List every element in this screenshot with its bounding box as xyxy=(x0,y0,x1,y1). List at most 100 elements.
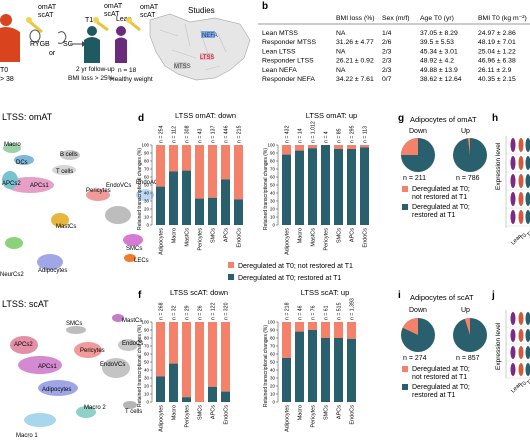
umap-e-label-adipocytes: Adipocytes xyxy=(42,387,71,393)
y-tick-label: 60 xyxy=(144,175,150,180)
legend-swatch-not-restored xyxy=(228,262,234,268)
bar-not-restored xyxy=(334,322,343,338)
panel-a: T0 > 38 omAT scAT RYGB or SG T1 omAT scA… xyxy=(0,3,251,83)
bar-restored xyxy=(360,147,369,225)
bar-n-label: n = 29 xyxy=(185,305,191,320)
y-tick-label: 20 xyxy=(144,207,150,212)
table-header-2: Sex (m/f) xyxy=(382,15,410,22)
bar-restored xyxy=(195,198,204,225)
violin-shape xyxy=(510,210,516,224)
bar-not-restored xyxy=(169,322,178,364)
bar-not-restored xyxy=(334,145,343,149)
y-tick-label: 70 xyxy=(144,167,150,172)
x-tick-label: Macro xyxy=(172,405,178,420)
panel-h-letter: h xyxy=(492,113,498,124)
bar-chart-3: LTSS scAT: up 0 10 20 30 40 50 60 70 80 90 100Retai… xyxy=(263,288,356,432)
umap-e-label-smcs: SMCs xyxy=(66,321,82,327)
bar-n-label: n = 515 xyxy=(337,302,343,320)
bar-not-restored xyxy=(295,322,304,332)
umap-cluster-bcells-icon xyxy=(60,150,80,160)
y-tick-label: 0 xyxy=(272,223,275,228)
table-cell: 26.11 ± 2.9 xyxy=(478,67,512,74)
table-cell: Lean NEFA xyxy=(262,67,297,74)
y-tick-label: 40 xyxy=(270,191,276,196)
umap-label-dcs: DCs xyxy=(16,160,28,166)
bar-n-label: n = 295 xyxy=(350,125,356,143)
panel-i-letter: i xyxy=(398,290,401,301)
bar-restored xyxy=(321,145,330,225)
g-legend-1b: not restored at T1 xyxy=(412,194,467,201)
violin-shape xyxy=(510,329,516,342)
nefa-region-icon xyxy=(201,31,215,38)
panel-j-letter: j xyxy=(491,290,495,301)
umap-cluster-macro-icon xyxy=(3,143,21,153)
violin-shape xyxy=(518,329,524,342)
bar-restored xyxy=(156,186,165,225)
violin-shape xyxy=(525,138,530,152)
x-tick-label: Adipocytes xyxy=(159,405,165,432)
y-tick-label: 100 xyxy=(141,143,149,148)
surgery-or: or xyxy=(49,50,56,57)
study-nefa: NEFA xyxy=(202,33,218,39)
panel-g-n-up: n = 786 xyxy=(456,175,480,182)
ltss-region-icon xyxy=(200,53,213,60)
violin-shape xyxy=(510,192,516,206)
y-tick-label: 0 xyxy=(146,223,149,228)
x-tick-label: Adipocytes xyxy=(285,405,291,432)
x-tick-label: SMCs xyxy=(337,228,343,243)
legend-swatch-restored xyxy=(228,274,234,280)
bar-n-label: n = 113 xyxy=(363,126,369,143)
bar-not-restored xyxy=(234,145,243,200)
bar-not-restored xyxy=(182,145,191,171)
umap-cluster-apcs1-icon xyxy=(6,177,54,193)
g-legend-swatch-not-restored xyxy=(402,186,408,192)
bar-chart-title: LTSS scAT: down xyxy=(170,288,228,297)
bar-n-label: n = 268 xyxy=(159,302,165,320)
umap-e-label-apcs2: APCs2 xyxy=(14,342,33,348)
violin-shape xyxy=(518,363,524,376)
bar-n-label: n = 320 xyxy=(224,302,230,320)
violin-shape xyxy=(525,329,530,342)
person-t1-body-icon xyxy=(84,37,100,63)
table-cell: 2/3 xyxy=(382,48,392,55)
table-cell: 49.88 ± 13.9 xyxy=(420,67,458,74)
umap-e-smcs-icon xyxy=(66,326,86,334)
umap-e-apcs2-icon xyxy=(10,336,38,354)
y-tick-label: 30 xyxy=(270,199,276,204)
y-axis-label: Retained transcriptional changes (%) xyxy=(137,325,143,407)
pie-slice-not-restored xyxy=(464,318,470,335)
umap-cluster-tcells-icon xyxy=(52,165,76,175)
panel-d-letter: d xyxy=(138,113,144,124)
umap-label-apcs2: APCs2 xyxy=(2,181,21,187)
y-tick-label: 70 xyxy=(144,344,150,349)
panel-h-tick-t0: T0 xyxy=(519,233,528,242)
bar-n-label: n = 1,393 xyxy=(350,298,356,320)
study-mtss: MTSS xyxy=(174,64,191,70)
table-cell: NA xyxy=(336,30,346,37)
bar-n-label: n = 85 xyxy=(337,128,343,143)
table-cell: 2/6 xyxy=(382,39,392,46)
bar-n-label: n = 432 xyxy=(285,125,291,143)
umap-e-label-macro2: Macro 2 xyxy=(84,405,106,411)
panel-i-down: Down xyxy=(409,307,427,314)
y-tick-label: 20 xyxy=(270,207,276,212)
panel-j-tick-t1: T1 xyxy=(526,378,530,387)
x-tick-label: EndoCs xyxy=(237,228,243,248)
table-cell: 34.22 ± 7.61 xyxy=(336,76,374,83)
umap-cluster-pericytes-icon xyxy=(86,189,110,201)
tissue-scat: scAT xyxy=(38,12,54,19)
x-tick-label: SMCs xyxy=(324,405,330,420)
violin-shape xyxy=(518,138,524,152)
bar-n-label: n = 215 xyxy=(237,125,243,143)
i-legend-swatch-not-restored xyxy=(402,366,408,372)
x-tick-label: MastCs xyxy=(311,228,317,247)
followup-text: 2 yr follow-up xyxy=(76,66,115,73)
umap-e-label-mastcs: MastCs xyxy=(122,318,142,324)
y-tick-label: 80 xyxy=(270,159,276,164)
violin-shape xyxy=(518,210,524,224)
x-tick-label: APCs xyxy=(211,405,217,419)
table-cell: Responder LTSS xyxy=(262,58,314,65)
table-cell: Responder MTSS xyxy=(262,39,316,46)
umap-label-tcells: T cells xyxy=(56,169,73,175)
bar-restored xyxy=(221,179,230,225)
